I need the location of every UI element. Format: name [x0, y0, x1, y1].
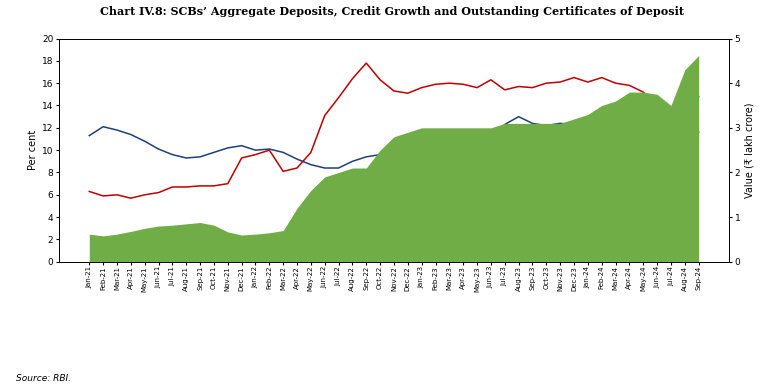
- Text: Chart IV.8: SCBs’ Aggregate Deposits, Credit Growth and Outstanding Certificates: Chart IV.8: SCBs’ Aggregate Deposits, Cr…: [100, 6, 684, 17]
- Y-axis label: Value (₹ lakh crore): Value (₹ lakh crore): [745, 102, 754, 198]
- Text: Source: RBI.: Source: RBI.: [16, 374, 71, 383]
- Y-axis label: Per cent: Per cent: [27, 130, 38, 170]
